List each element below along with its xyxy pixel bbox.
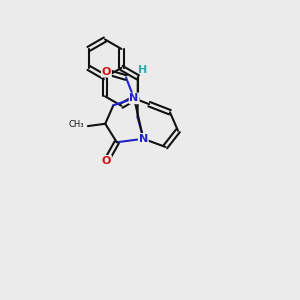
Text: O: O (102, 156, 111, 166)
Text: CH₃: CH₃ (69, 120, 85, 129)
Text: N: N (139, 134, 148, 144)
Text: H: H (138, 65, 147, 75)
Text: O: O (102, 67, 111, 77)
Text: N: N (130, 93, 139, 103)
